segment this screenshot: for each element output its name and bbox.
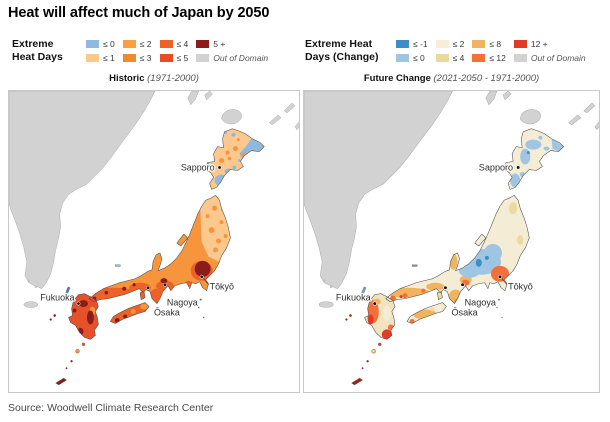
tokyo-dot [199,274,204,279]
legend-item: 5 + [196,39,268,49]
tokyo-dot [498,274,502,279]
tokyo-label: Tōkyō [508,282,533,292]
legend-item: ≤ 5 [159,53,189,63]
legend-item: ≤ 8 [472,39,505,49]
legend-items: ≤ -1 ≤ 0 ≤ 2 ≤ 4 ≤ 8 ≤ 12 12 + Out of Domain [396,39,586,63]
legend-item: ≤ 2 [435,39,465,49]
legend-swatch [159,40,173,48]
osaka-label: Ōsaka [154,308,180,318]
city-markers: Sapporo Fukuoka Nagoya Ōsaka Tōkyō [39,161,235,318]
legend-swatch [159,54,173,62]
hokkaido-region [204,128,265,190]
nagoya-label: Nagoya [167,298,198,308]
map-future-change: Sapporo Fukuoka Nagoya Ōsaka Tōkyō [304,91,599,386]
panel-title-future-change: Future Change (2021-2050 - 1971-2000) [363,73,540,84]
legend-item: ≤ 3 [122,53,152,63]
sapporo-dot [217,165,222,170]
legend-item: ≤ 4 [159,39,189,49]
map-panel-historic: Sapporo Fukuoka Nagoya Ōsaka Tōkyō [8,90,300,393]
legend-swatch [472,40,486,48]
legend-swatch [122,54,136,62]
legend-item: ≤ 0 [396,53,428,63]
legend-swatch [396,54,409,62]
nagoya-label: Nagoya [465,298,496,308]
panel-title-historic: Historic (1971-2000) [109,73,199,84]
legend-swatch [472,54,486,62]
legend-item: Out of Domain [196,53,268,63]
legend-label: ≤ 2 [452,39,465,49]
sapporo-label: Sapporo [479,163,513,173]
legend-title: Extreme Heat Days (Change) [305,38,379,64]
heat-overlay-shikoku [409,307,438,324]
legend-swatch [396,40,409,48]
tokyo-label: Tōkyō [210,282,234,292]
legend-label: ≤ 4 [452,53,465,63]
legend-label: 5 + [213,39,226,49]
legend-swatch [196,40,210,48]
map-historic: Sapporo Fukuoka Nagoya Ōsaka Tōkyō [9,91,299,386]
sapporo-dot [516,165,521,170]
osaka-dot [146,285,150,290]
heat-overlay-shikoku [114,303,149,323]
sapporo-label: Sapporo [181,162,215,172]
legend-item: ≤ 2 [122,39,152,49]
legend-extreme-heat-days-change: Extreme Heat Days (Change) ≤ -1 ≤ 0 ≤ 2 ≤ 4… [305,38,586,64]
fukuoka-dot [372,301,377,306]
legend-label: ≤ 0 [103,39,115,49]
page-title: Heat will affect much of Japan by 2050 [8,5,270,21]
fukuoka-label: Fukuoka [336,293,371,303]
legend-swatch [513,40,527,48]
heat-overlay-kyushu [72,300,96,335]
legend-label: ≤ 12 [489,53,506,63]
heat-overlay-kyushu [366,298,394,340]
legend-swatch [86,54,99,62]
legend-label: ≤ 1 [103,53,115,63]
map-panel-future-change: Sapporo Fukuoka Nagoya Ōsaka Tōkyō [303,90,600,393]
legend-title: Extreme Heat Days [12,38,63,64]
legend-item: 12 + [513,39,586,49]
legend-swatch [513,54,527,62]
legend-label: ≤ 4 [176,39,189,49]
legend-item: ≤ 1 [86,53,115,63]
legend-label: ≤ 0 [413,53,425,63]
fukuoka-dot [76,301,81,306]
osaka-label: Ōsaka [452,308,478,318]
legend-label: Out of Domain [213,53,269,63]
legend-label: ≤ -1 [413,39,428,49]
city-markers: Sapporo Fukuoka Nagoya Ōsaka Tōkyō [335,161,534,318]
source-credit: Source: Woodwell Climate Research Center [8,402,214,414]
legend-items: ≤ 0 ≤ 1 ≤ 2 ≤ 3 ≤ 4 ≤ 5 5 + Out of Domain [86,39,268,63]
small-islands [49,264,205,386]
nagoya-dot [162,282,167,287]
nagoya-dot [460,282,465,287]
legend-label: 12 + [530,39,548,49]
legend-item: ≤ 12 [472,53,506,63]
legend-label: Out of Domain [530,53,586,63]
legend-label: ≤ 2 [139,39,152,49]
legend-extreme-heat-days: Extreme Heat Days ≤ 0 ≤ 1 ≤ 2 ≤ 3 ≤ 4 ≤ 5 5 + O… [12,38,268,64]
legend-label: ≤ 3 [139,53,152,63]
legend-swatch [435,40,449,48]
legend-item: ≤ 0 [86,39,115,49]
legend-swatch [196,54,210,62]
legend-label: ≤ 8 [489,39,502,49]
legend-item: Out of Domain [513,53,586,63]
osaka-dot [443,285,448,290]
legend-label: ≤ 5 [176,53,189,63]
small-islands [345,264,503,386]
legend-swatch [435,54,449,62]
legend-item: ≤ -1 [396,39,428,49]
legend-item: ≤ 4 [435,53,465,63]
legend-swatch [122,40,136,48]
legend-swatch [86,40,99,48]
fukuoka-label: Fukuoka [40,293,74,303]
